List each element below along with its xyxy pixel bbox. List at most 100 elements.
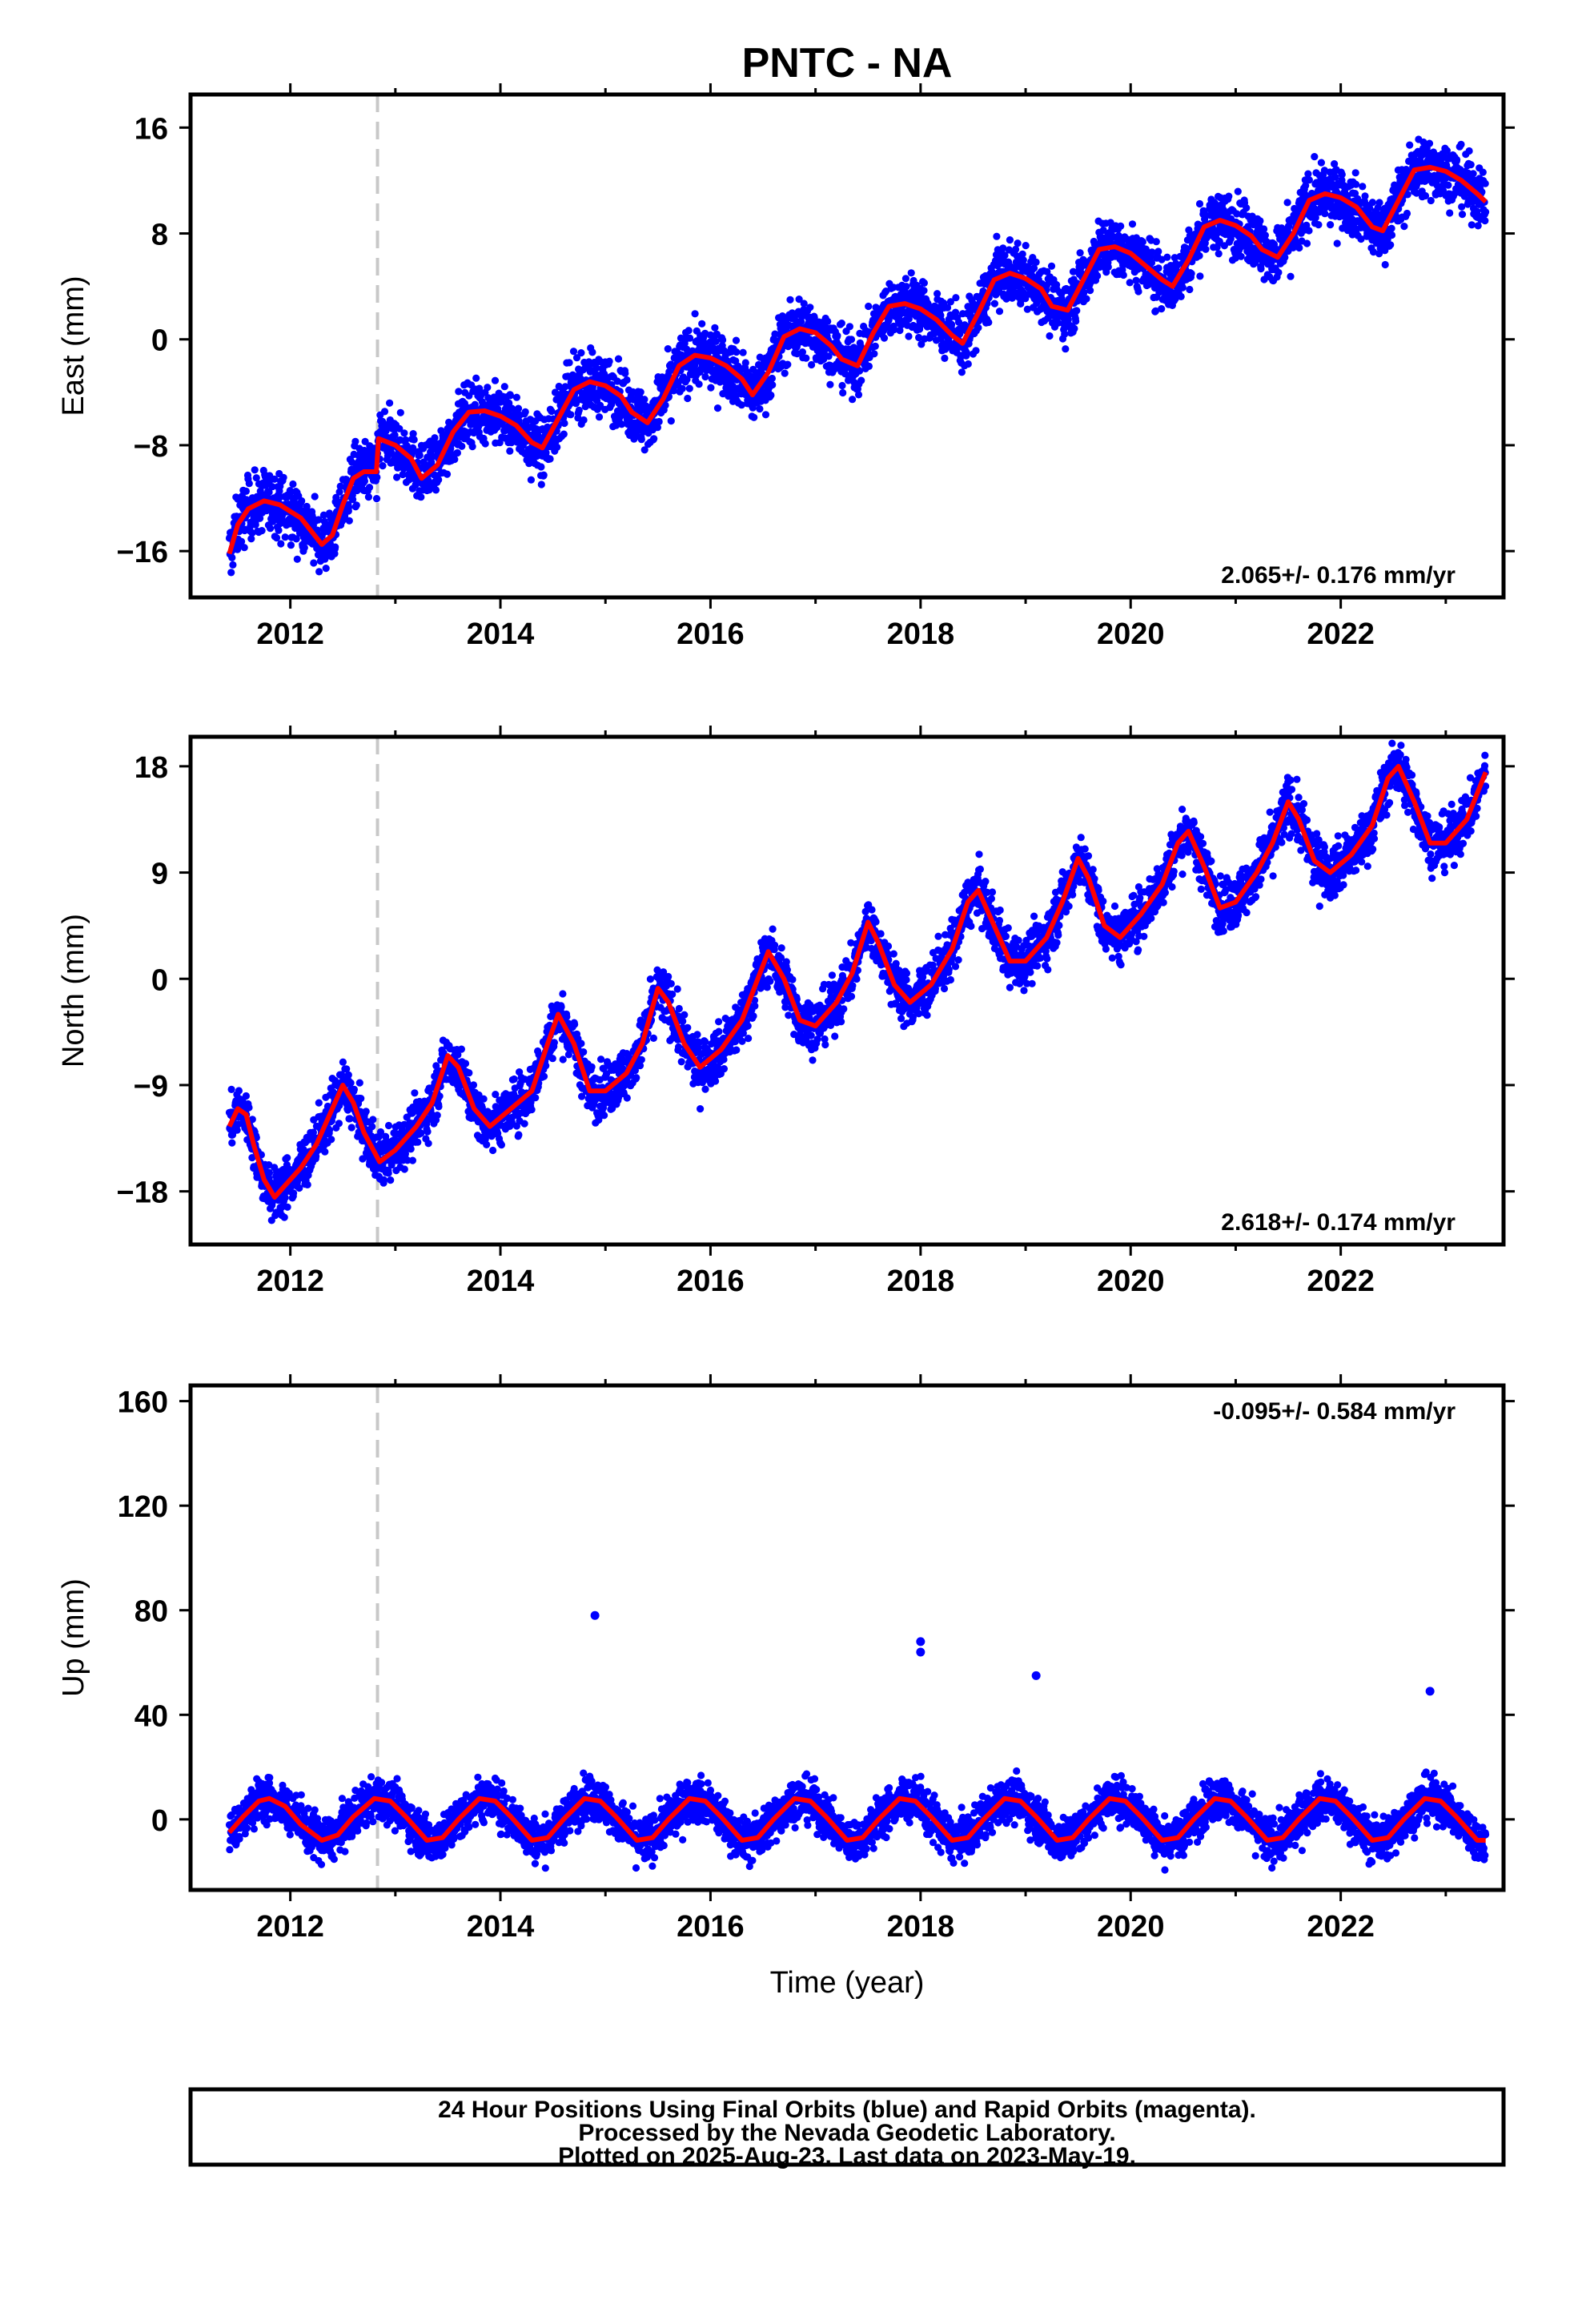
- east-position-point: [781, 369, 789, 377]
- east-position-point: [1387, 224, 1395, 232]
- east-position-point: [379, 462, 387, 470]
- east-position-point: [871, 342, 879, 350]
- east-frame: [188, 92, 1506, 600]
- north-position-point: [265, 1168, 274, 1176]
- north-position-point: [327, 1136, 335, 1144]
- north-position-point: [355, 1079, 363, 1087]
- east-position-point: [621, 369, 629, 377]
- east-position-point: [890, 326, 898, 334]
- east-y-tick-label: −8: [134, 430, 168, 464]
- east-position-point: [1479, 168, 1487, 176]
- east-position-point: [1099, 226, 1107, 235]
- north-position-point: [350, 1085, 358, 1093]
- east-position-point: [271, 475, 279, 483]
- east-position-point: [1469, 170, 1477, 178]
- east-position-point: [537, 463, 545, 471]
- east-position-point: [701, 372, 709, 381]
- east-position-point: [1303, 239, 1311, 247]
- east-position-point: [315, 516, 323, 524]
- east-position-point: [1443, 147, 1451, 155]
- east-position-point: [1331, 173, 1339, 181]
- north-position-point: [233, 1126, 241, 1134]
- north-position-point: [245, 1104, 253, 1112]
- east-position-point: [1256, 217, 1264, 225]
- north-position-point: [424, 1140, 432, 1148]
- east-position-point: [795, 296, 803, 304]
- east-position-point: [1243, 204, 1251, 212]
- east-position-point: [595, 413, 604, 421]
- east-position-point: [880, 334, 889, 342]
- east-position-point: [476, 384, 484, 392]
- east-position-point: [962, 348, 970, 356]
- east-position-point: [856, 367, 864, 375]
- east-position-point: [1138, 238, 1146, 246]
- east-position-point: [391, 431, 399, 439]
- east-position-point: [784, 360, 792, 368]
- east-position-point: [567, 411, 575, 419]
- east-position-point: [1457, 140, 1465, 148]
- north-position-point: [424, 1128, 432, 1136]
- east-position-point: [985, 318, 993, 327]
- east-position-point: [372, 495, 381, 503]
- north-position-point: [414, 1138, 422, 1146]
- east-position-point: [650, 435, 658, 443]
- east-position-point: [596, 401, 604, 409]
- east-position-point: [311, 493, 319, 501]
- east-position-point: [1080, 289, 1088, 297]
- east-position-point: [865, 302, 873, 311]
- north-plot-area: [225, 737, 1490, 1244]
- north-position-point: [283, 1154, 291, 1162]
- east-position-point: [1126, 279, 1134, 287]
- east-position-point: [1187, 270, 1195, 278]
- east-position-point: [732, 336, 741, 344]
- east-position-point: [1387, 241, 1395, 249]
- north-position-point: [417, 1129, 425, 1137]
- east-position-point: [569, 348, 578, 356]
- east-position-point: [548, 407, 556, 416]
- east-position-point: [1381, 260, 1389, 269]
- east-position-point: [1185, 226, 1193, 234]
- north-position-point: [347, 1124, 355, 1132]
- east-position-point: [839, 388, 847, 397]
- east-position-point: [825, 352, 833, 360]
- east-position-point: [402, 436, 410, 444]
- east-position-point: [1331, 160, 1339, 168]
- north-position-point: [295, 1184, 303, 1192]
- east-position-point: [667, 417, 675, 425]
- east-position-point: [614, 355, 623, 363]
- east-position-point: [750, 413, 758, 421]
- east-position-point: [277, 540, 285, 548]
- east-position-point: [685, 384, 693, 392]
- east-position-point: [1352, 180, 1360, 188]
- east-position-point: [512, 393, 521, 401]
- east-position-point: [1104, 263, 1112, 271]
- east-position-point: [1148, 248, 1156, 256]
- east-position-point: [1403, 209, 1411, 218]
- east-x-tick-label: 2014: [467, 617, 535, 651]
- east-position-point: [885, 316, 893, 324]
- east-position-point: [500, 383, 508, 391]
- east-position-point: [999, 244, 1007, 252]
- north-position-point: [242, 1092, 250, 1100]
- east-position-point: [1419, 138, 1427, 147]
- east-position-point: [1012, 245, 1020, 253]
- north-position-point: [280, 1213, 288, 1221]
- north-position-point: [325, 1126, 334, 1134]
- east-position-point: [546, 455, 554, 463]
- east-position-point: [990, 300, 998, 308]
- east-y-tick-label: 16: [135, 112, 168, 146]
- east-position-point: [432, 486, 440, 494]
- east-position-point: [798, 348, 807, 356]
- east-position-point: [1062, 345, 1070, 353]
- east-position-point: [345, 503, 353, 511]
- east-position-point: [471, 400, 479, 408]
- east-position-point: [907, 269, 915, 277]
- east-position-point: [1032, 258, 1040, 266]
- east-position-point: [1260, 225, 1268, 233]
- east-position-point: [365, 484, 374, 492]
- east-position-point: [247, 535, 255, 543]
- east-position-point: [761, 411, 770, 419]
- east-position-point: [1351, 169, 1359, 177]
- east-position-point: [577, 349, 585, 357]
